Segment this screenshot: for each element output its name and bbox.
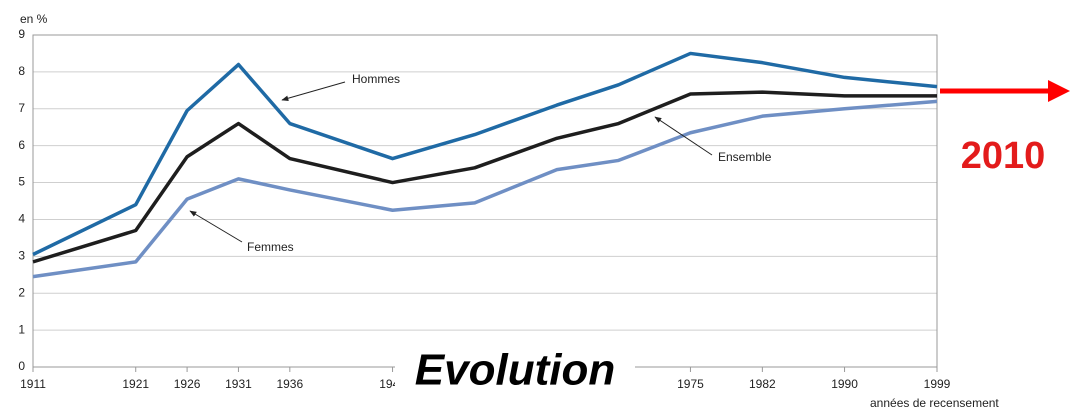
annotation-arrow xyxy=(281,81,346,101)
extension-arrow-head xyxy=(1048,80,1070,102)
grid xyxy=(32,34,938,372)
y-tick-label: 5 xyxy=(18,175,25,189)
x-tick-label: 1921 xyxy=(122,377,149,391)
y-unit-label: en % xyxy=(20,12,48,26)
y-tick-label: 3 xyxy=(18,249,25,263)
labels: 0123456789191119211926193119361946195419… xyxy=(18,27,950,391)
y-tick-label: 2 xyxy=(18,285,25,299)
x-tick-label: 1999 xyxy=(924,377,951,391)
y-tick-label: 9 xyxy=(18,27,25,41)
x-tick-label: 1990 xyxy=(831,377,858,391)
plot-frame xyxy=(32,34,938,368)
annotation-arrow xyxy=(654,116,713,156)
series-line xyxy=(32,99,938,279)
x-tick-label: 1936 xyxy=(276,377,303,391)
x-axis-label: années de recensement xyxy=(870,396,999,410)
y-tick-label: 8 xyxy=(18,64,25,78)
overlay-title: Evolution xyxy=(415,346,615,395)
x-tick-label: 1982 xyxy=(749,377,776,391)
title-backdrop xyxy=(395,345,635,403)
series-line xyxy=(32,51,938,257)
series-line xyxy=(32,90,937,264)
annotation: Femmes xyxy=(247,240,294,254)
annotation: Ensemble xyxy=(718,150,772,164)
y-tick-label: 1 xyxy=(18,322,25,336)
y-tick-label: 7 xyxy=(18,101,25,115)
x-tick-label: 1926 xyxy=(174,377,201,391)
y-tick-label: 0 xyxy=(18,359,25,373)
annotation-arrow xyxy=(189,210,243,243)
x-tick-label: 1931 xyxy=(225,377,252,391)
annotation: Hommes xyxy=(352,72,400,86)
extension-label: 2010 xyxy=(961,135,1046,177)
lines xyxy=(32,51,938,279)
y-tick-label: 4 xyxy=(18,212,25,226)
x-tick-label: 1975 xyxy=(677,377,704,391)
x-tick-label: 1911 xyxy=(20,377,46,391)
y-tick-label: 6 xyxy=(18,138,25,152)
